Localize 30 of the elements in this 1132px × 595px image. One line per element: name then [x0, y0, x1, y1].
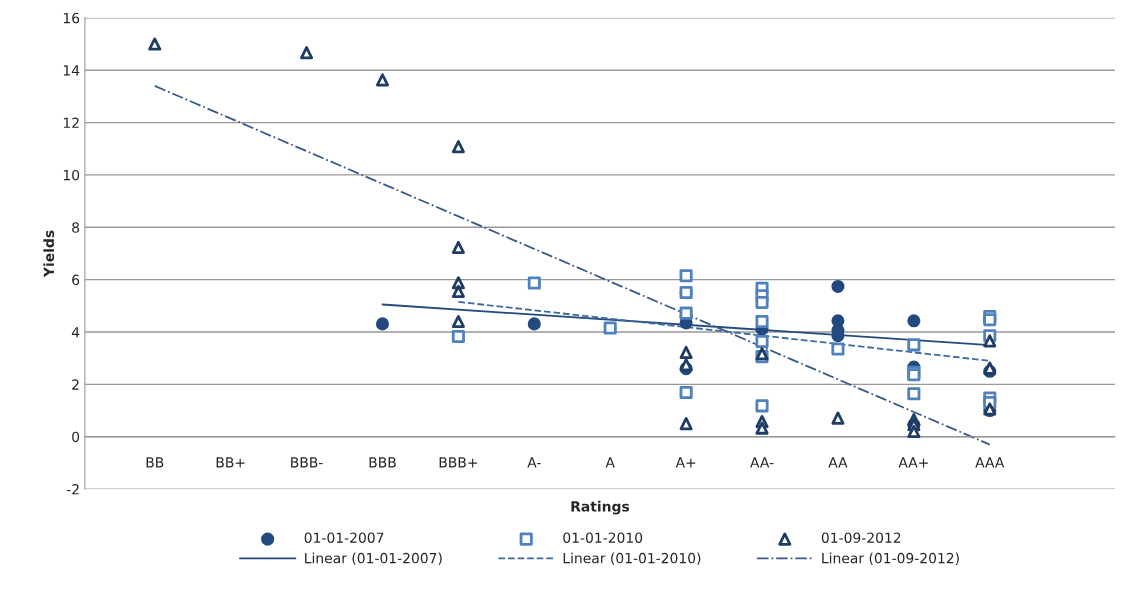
x-tick-label: AA+: [898, 457, 928, 468]
y-tick-label: 2: [72, 379, 79, 390]
y-axis-title: Yields: [43, 230, 55, 278]
x-tick-label: AA: [828, 457, 848, 468]
x-tick-label: AAA: [975, 457, 1005, 468]
x-tick-label: A-: [527, 457, 541, 468]
y-tick-label: -2: [66, 484, 79, 495]
x-tick-label: BBB-: [291, 457, 323, 468]
legend-label: Linear (01-01-2007): [305, 552, 442, 565]
legend-label: 01-01-2007: [304, 532, 384, 543]
y-tick-label: 6: [72, 274, 80, 286]
x-tick-label: BB: [146, 457, 164, 468]
x-tick-label: BB+: [216, 457, 245, 468]
y-tick-label: 12: [63, 117, 79, 128]
y-tick-label: 8: [72, 222, 80, 233]
y-tick-label: 16: [63, 12, 80, 24]
legend-label: Linear (01-01-2010): [563, 552, 701, 565]
x-tick-label: A+: [675, 457, 696, 468]
y-tick-label: 14: [63, 65, 80, 76]
legend-label: 01-09-2012: [821, 532, 901, 543]
y-tick-label: 0: [72, 431, 80, 443]
x-axis-title: Ratings: [571, 500, 630, 515]
y-tick-label: 10: [63, 169, 80, 181]
legend-label: 01-01-2010: [563, 532, 643, 543]
y-tick-label: 4: [71, 327, 80, 338]
x-tick-label: A: [605, 457, 615, 468]
x-tick-label: BBB: [369, 457, 396, 468]
legend-label: Linear (01-09-2012): [822, 552, 959, 565]
x-tick-label: AA-: [750, 457, 774, 468]
x-tick-label: BBB+: [439, 457, 478, 468]
